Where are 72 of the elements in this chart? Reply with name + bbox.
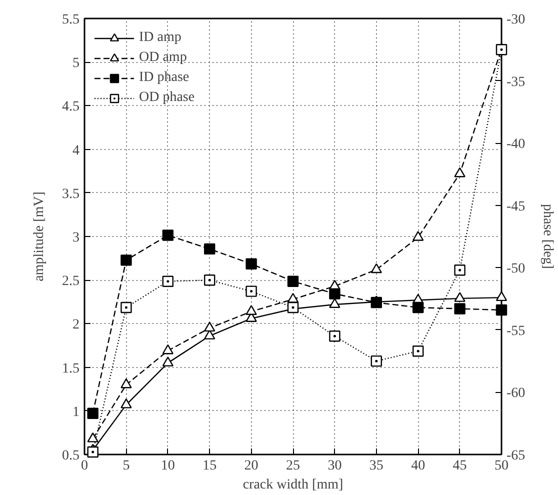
point xyxy=(162,344,174,354)
y-tick-label: 3.5 xyxy=(62,186,80,202)
y2-tick-label: -30 xyxy=(506,12,526,28)
point xyxy=(454,167,466,178)
point xyxy=(454,292,466,302)
x-axis-title: crack width [mm] xyxy=(242,478,344,492)
y-tick-label: 4.5 xyxy=(62,100,80,115)
legend-label: OD amp xyxy=(139,50,187,66)
y-tick-label: 2.5 xyxy=(62,274,80,290)
point xyxy=(120,378,132,388)
y-tick-label: 1 xyxy=(72,404,80,420)
point xyxy=(370,296,382,308)
point xyxy=(120,398,132,408)
point xyxy=(412,231,424,241)
point xyxy=(329,288,340,300)
y-tick-label: 4 xyxy=(72,143,80,158)
y2-tick-label: -65 xyxy=(506,448,526,464)
legend-label: OD phase xyxy=(139,90,195,106)
x-tick-label: 15 xyxy=(202,458,217,474)
x-tick-label: 20 xyxy=(244,458,258,474)
y-tick-label: 1.5 xyxy=(62,361,80,376)
point xyxy=(454,303,466,314)
y-tick-label: 0.5 xyxy=(62,448,80,464)
y2-tick-label: -35 xyxy=(506,74,526,90)
point xyxy=(412,302,424,314)
x-tick-label: 30 xyxy=(328,458,342,474)
y2-tick-label: -45 xyxy=(506,199,526,214)
x-tick-label: 45 xyxy=(452,458,467,474)
y2-tick-label: -55 xyxy=(506,324,526,339)
y-tick-label: 5.5 xyxy=(62,12,80,28)
point xyxy=(87,408,98,419)
point xyxy=(329,298,340,308)
legend-label: ID amp xyxy=(139,30,182,46)
point xyxy=(162,356,174,366)
y-axis-title: amplitude [mV] xyxy=(32,192,47,282)
x-tick-label: 0 xyxy=(81,458,88,474)
y2-tick-label: -40 xyxy=(506,137,526,152)
point xyxy=(246,258,257,270)
point xyxy=(246,305,257,315)
point xyxy=(370,355,382,367)
x-tick-label: 40 xyxy=(411,458,426,474)
point xyxy=(204,322,216,332)
x-tick-label: 5 xyxy=(122,458,130,474)
point xyxy=(87,432,98,442)
point xyxy=(162,230,174,241)
point xyxy=(496,304,508,316)
y-tick-label: 3 xyxy=(72,230,80,246)
point xyxy=(246,286,257,297)
y2-axis-title: phase [deg] xyxy=(540,204,556,269)
point xyxy=(370,263,382,274)
point xyxy=(287,302,299,314)
y-tick-label: 2 xyxy=(72,318,80,333)
point xyxy=(204,243,216,255)
point xyxy=(412,346,424,357)
legend-label: ID phase xyxy=(139,70,190,86)
x-tick-label: 10 xyxy=(160,458,175,474)
point xyxy=(287,276,299,287)
point xyxy=(162,276,174,287)
y2-tick-label: -50 xyxy=(506,262,526,277)
point xyxy=(496,291,508,302)
point xyxy=(496,44,508,56)
x-tick-label: 25 xyxy=(286,458,300,474)
y2-tick-label: -60 xyxy=(506,386,526,402)
x-tick-label: 50 xyxy=(494,458,508,474)
point xyxy=(204,274,216,286)
point xyxy=(120,302,132,314)
point xyxy=(454,264,466,276)
y-tick-label: 5 xyxy=(72,56,80,72)
x-tick-label: 35 xyxy=(369,458,384,474)
point xyxy=(120,254,132,266)
point xyxy=(329,330,340,342)
point xyxy=(87,446,98,458)
